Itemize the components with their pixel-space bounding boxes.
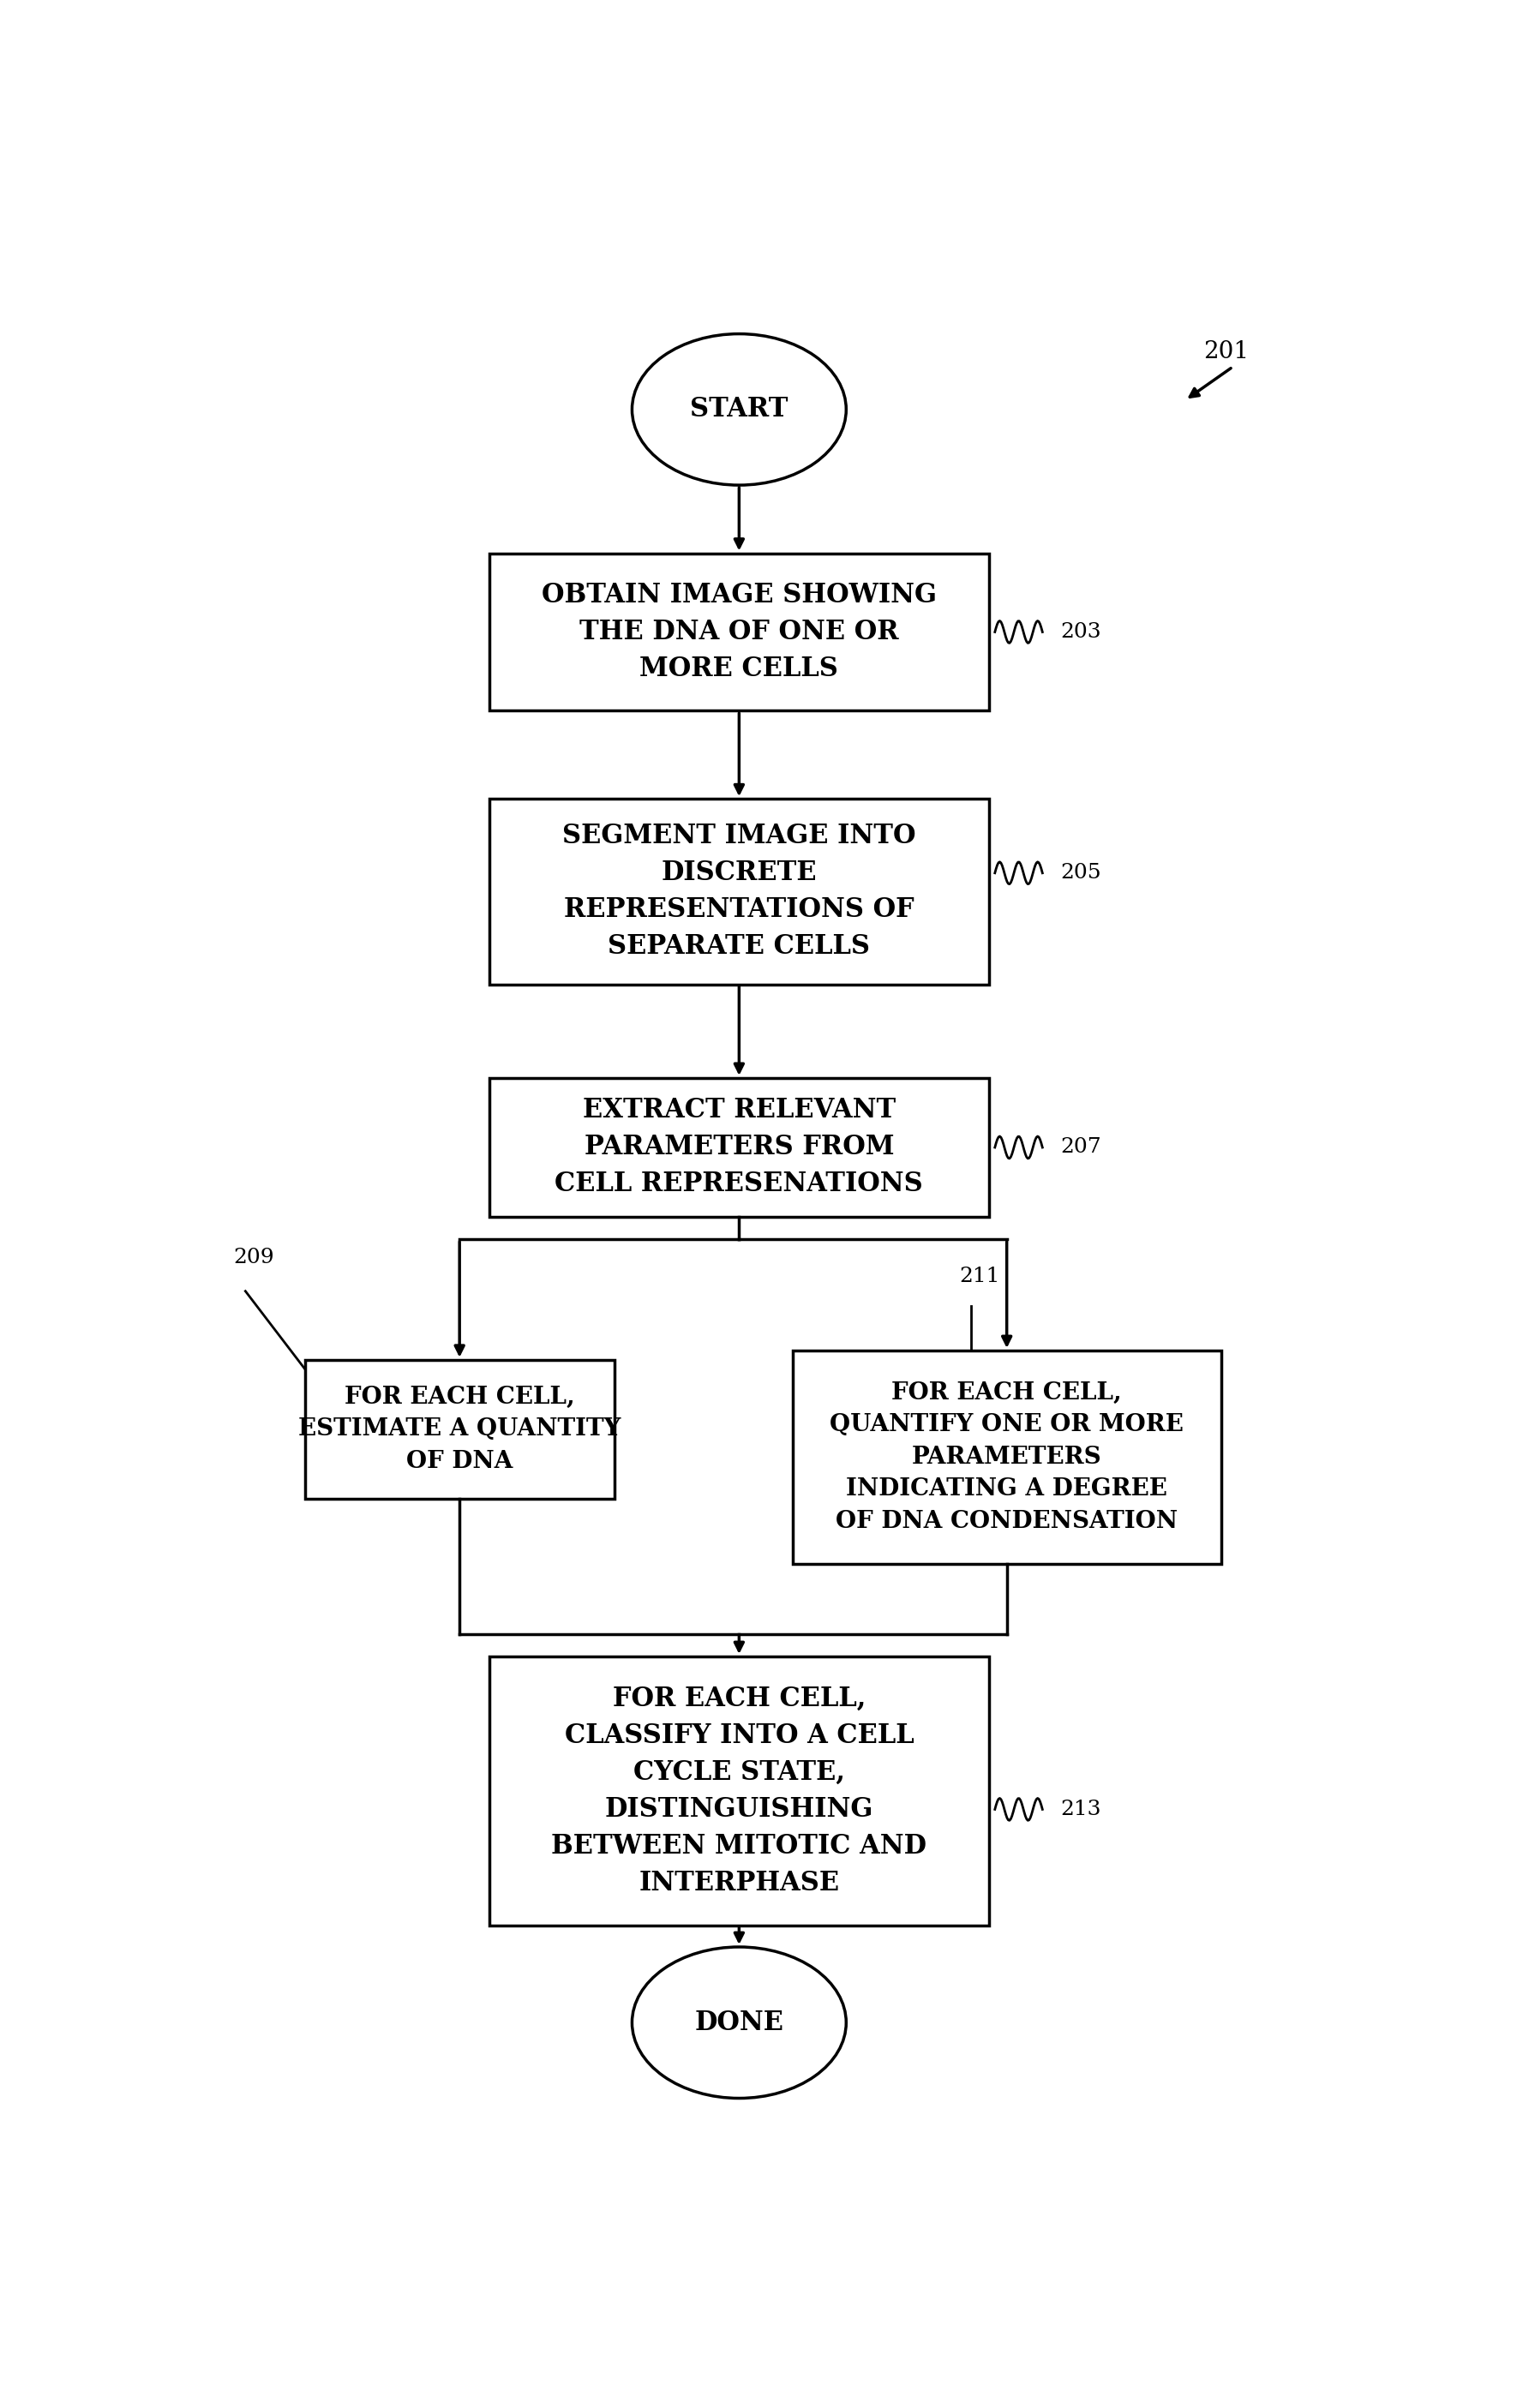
- Text: EXTRACT RELEVANT
PARAMETERS FROM
CELL REPRESENATIONS: EXTRACT RELEVANT PARAMETERS FROM CELL RE…: [556, 1098, 923, 1197]
- Bar: [792, 1351, 1220, 1563]
- Text: FOR EACH CELL,
QUANTIFY ONE OR MORE
PARAMETERS
INDICATING A DEGREE
OF DNA CONDEN: FOR EACH CELL, QUANTIFY ONE OR MORE PARA…: [830, 1382, 1183, 1534]
- Bar: [490, 554, 989, 710]
- Bar: [490, 1079, 989, 1216]
- Text: FOR EACH CELL,
CLASSIFY INTO A CELL
CYCLE STATE,
DISTINGUISHING
BETWEEN MITOTIC : FOR EACH CELL, CLASSIFY INTO A CELL CYCL…: [551, 1686, 927, 1895]
- Text: 211: 211: [959, 1267, 999, 1286]
- Text: 205: 205: [1061, 862, 1101, 884]
- Text: 213: 213: [1061, 1799, 1101, 1818]
- Text: 201: 201: [1203, 340, 1248, 364]
- Text: 209: 209: [233, 1247, 275, 1267]
- Text: 203: 203: [1061, 621, 1101, 643]
- Text: DONE: DONE: [694, 2008, 784, 2035]
- Bar: [490, 1657, 989, 1926]
- Bar: [305, 1361, 614, 1498]
- Text: START: START: [691, 397, 787, 424]
- Text: 207: 207: [1061, 1137, 1101, 1158]
- Bar: [490, 799, 989, 985]
- Text: FOR EACH CELL,
ESTIMATE A QUANTITY
OF DNA: FOR EACH CELL, ESTIMATE A QUANTITY OF DN…: [298, 1385, 620, 1474]
- Text: OBTAIN IMAGE SHOWING
THE DNA OF ONE OR
MORE CELLS: OBTAIN IMAGE SHOWING THE DNA OF ONE OR M…: [542, 583, 936, 681]
- Text: SEGMENT IMAGE INTO
DISCRETE
REPRESENTATIONS OF
SEPARATE CELLS: SEGMENT IMAGE INTO DISCRETE REPRESENTATI…: [562, 824, 916, 961]
